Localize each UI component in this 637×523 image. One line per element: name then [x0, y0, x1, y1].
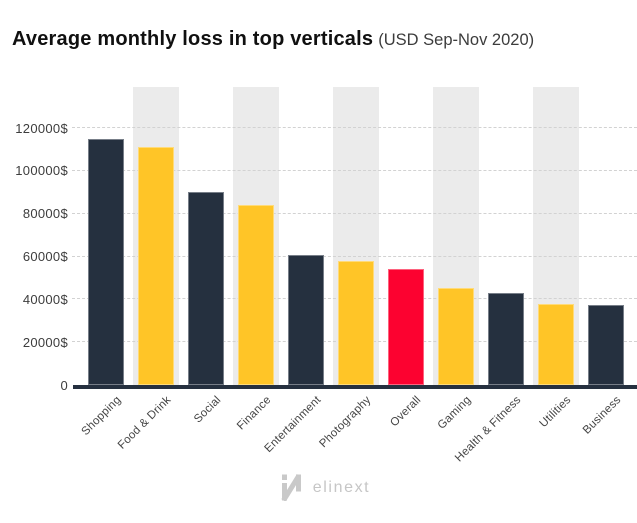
bar-finance: [238, 205, 274, 385]
y-tick-label: 80000$: [22, 206, 68, 222]
bar-photography: [338, 260, 374, 385]
chart-subtitle: (USD Sep-Nov 2020): [378, 31, 535, 49]
bar-social: [188, 192, 224, 385]
brand-footer: elinext: [0, 474, 637, 501]
bar-shopping: [88, 138, 124, 385]
y-tick-label: 60000$: [22, 249, 68, 264]
chart-title: Average monthly loss in top verticals: [12, 28, 374, 50]
y-tick-label: 40000$: [22, 291, 68, 307]
bar-utilities: [538, 303, 574, 385]
bar-entertainment: [288, 255, 324, 385]
elinext-n-icon: [281, 474, 301, 501]
y-tick-label: 100000$: [15, 163, 68, 179]
gridline: [72, 212, 637, 214]
bar-gaming: [438, 287, 474, 385]
bar-health-fitness: [488, 292, 524, 385]
y-tick-label: 20000$: [22, 334, 68, 350]
x-axis-line: [73, 385, 637, 389]
bar-overall: [388, 269, 424, 385]
bar-food-drink: [138, 147, 174, 385]
elinext-logo-text: elinext: [312, 478, 371, 496]
gridline: [72, 127, 637, 128]
y-tick-label: 0: [60, 377, 68, 393]
gridline: [72, 169, 637, 171]
gridline: [72, 255, 637, 257]
y-tick-label: 120000$: [15, 120, 68, 136]
bar-business: [588, 304, 624, 385]
chart-header: Average monthly loss in top verticals (US…: [12, 28, 534, 51]
